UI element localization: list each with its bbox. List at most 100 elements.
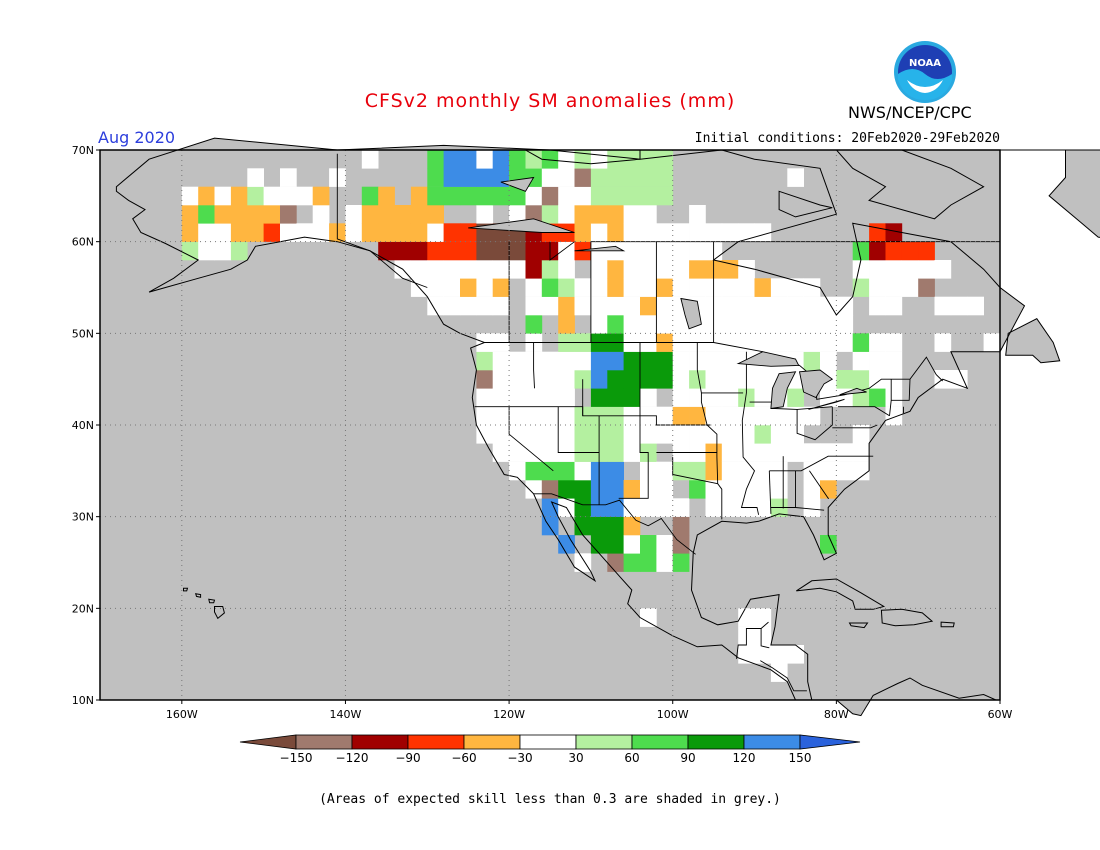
- anomaly-cell: [869, 388, 886, 407]
- anomaly-cell: [803, 498, 821, 517]
- anomaly-cell: [623, 241, 641, 261]
- anomaly-cell: [492, 260, 510, 279]
- anomaly-cell: [672, 315, 690, 334]
- anomaly-cell: [410, 260, 428, 279]
- anomaly-cell: [443, 150, 461, 169]
- border-line: [740, 351, 760, 515]
- anomaly-cell: [672, 425, 690, 444]
- colorbar-label: 60: [624, 751, 639, 765]
- anomaly-cell: [541, 425, 559, 444]
- anomaly-cell: [476, 278, 494, 297]
- anomaly-cell: [378, 241, 395, 261]
- anomaly-cell: [770, 425, 788, 444]
- anomaly-cell: [541, 370, 559, 389]
- anomaly-cell: [754, 388, 772, 407]
- anomaly-cell: [640, 223, 657, 242]
- anomaly-cell: [607, 260, 624, 279]
- anomaly-cell: [607, 553, 624, 572]
- anomaly-cell: [214, 205, 232, 224]
- anomaly-cell: [230, 223, 248, 242]
- anomaly-cell: [869, 370, 886, 389]
- anomaly-cell: [885, 241, 903, 261]
- anomaly-cell: [558, 205, 575, 224]
- anomaly-cell: [623, 516, 641, 536]
- colorbar: −150 −120 −90 −60 −30 30 60 90 120 150: [239, 734, 861, 765]
- anomaly-cell: [836, 443, 854, 462]
- lat-tick-label: 40N: [72, 419, 94, 432]
- anomaly-cell: [623, 425, 641, 444]
- anomaly-cell: [721, 425, 739, 444]
- lake: [574, 245, 626, 252]
- anomaly-cell: [541, 461, 559, 481]
- anomaly-cell: [754, 645, 772, 664]
- anomaly-cell: [640, 150, 657, 169]
- anomaly-cell: [509, 461, 526, 481]
- anomaly-cell: [247, 186, 264, 206]
- coastline-layer: [115, 137, 1100, 717]
- anomaly-cell: [509, 150, 526, 169]
- anomaly-cell: [754, 406, 772, 426]
- anomaly-cell: [509, 406, 526, 426]
- anomaly-cell: [476, 388, 494, 407]
- anomaly-cell: [607, 461, 624, 481]
- anomaly-cell: [198, 205, 215, 224]
- anomaly-cell: [967, 296, 984, 316]
- anomaly-cell: [754, 223, 772, 242]
- anomaly-cell: [427, 168, 444, 187]
- lon-tick-label: 140W: [330, 708, 362, 721]
- anomaly-cell: [427, 241, 444, 261]
- border-line: [736, 621, 769, 659]
- anomaly-cell: [607, 278, 624, 297]
- anomaly-cell: [280, 205, 297, 224]
- organization-label: NWS/NCEP/CPC: [848, 103, 972, 122]
- anomaly-cell: [476, 186, 494, 206]
- anomaly-cell: [492, 425, 510, 444]
- anomaly-cell: [689, 370, 706, 389]
- anomaly-cell: [394, 241, 412, 261]
- anomaly-cell: [525, 461, 543, 481]
- anomaly-cell: [558, 480, 575, 499]
- anomaly-cell: [803, 406, 821, 426]
- anomaly-cell: [705, 498, 723, 517]
- anomaly-cell: [590, 296, 608, 316]
- coastline-hawaii-kauai: [183, 587, 189, 592]
- anomaly-cell: [787, 388, 804, 407]
- colorbar-box: [799, 734, 861, 750]
- lat-tick-label: 50N: [72, 327, 94, 340]
- anomaly-cell: [656, 150, 674, 169]
- anomaly-cell: [901, 278, 919, 297]
- anomaly-cell: [263, 186, 281, 206]
- colorbar-label: 90: [680, 751, 695, 765]
- anomaly-cell: [574, 150, 592, 169]
- anomaly-cell: [296, 223, 314, 242]
- anomaly-cell: [623, 480, 641, 499]
- anomaly-cell: [590, 186, 608, 206]
- colorbar-box: [575, 734, 633, 750]
- land-south-america: [836, 678, 1000, 716]
- anomaly-cell: [640, 370, 657, 389]
- anomaly-cell: [558, 186, 575, 206]
- anomaly-cell: [623, 168, 641, 187]
- anomaly-cell: [410, 205, 428, 224]
- anomaly-cell: [640, 608, 657, 627]
- anomaly-cell: [607, 315, 624, 334]
- anomaly-cell: [574, 223, 592, 242]
- coastline-hawaii-oahu: [194, 593, 202, 598]
- anomaly-cell: [263, 205, 281, 224]
- anomaly-cell: [607, 296, 624, 316]
- anomaly-cell: [296, 186, 314, 206]
- anomaly-cell: [574, 425, 592, 444]
- anomaly-cell: [460, 296, 477, 316]
- anomaly-cell: [705, 370, 723, 389]
- anomaly-cell: [672, 406, 690, 426]
- anomaly-cell: [541, 260, 559, 279]
- anomaly-cell: [852, 425, 870, 444]
- anomaly-cell: [656, 351, 674, 371]
- anomaly-cell: [885, 406, 903, 426]
- anomaly-cell: [181, 186, 199, 206]
- anomaly-cell: [852, 260, 870, 279]
- anomaly-cell: [443, 260, 461, 279]
- anomaly-cell: [934, 296, 952, 316]
- anomaly-cell: [787, 425, 804, 444]
- anomaly-cell: [492, 406, 510, 426]
